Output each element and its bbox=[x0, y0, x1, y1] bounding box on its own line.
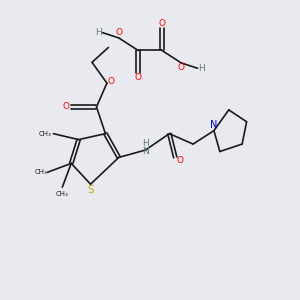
Text: N: N bbox=[210, 120, 218, 130]
Text: N: N bbox=[142, 147, 149, 156]
Text: O: O bbox=[135, 73, 142, 82]
Text: O: O bbox=[115, 28, 122, 38]
Text: O: O bbox=[63, 102, 70, 111]
Text: O: O bbox=[176, 157, 183, 166]
Text: O: O bbox=[108, 77, 115, 86]
Text: CH₃: CH₃ bbox=[39, 131, 52, 137]
Text: H: H bbox=[198, 64, 205, 74]
Text: CH₃: CH₃ bbox=[34, 169, 47, 175]
Text: O: O bbox=[178, 64, 185, 73]
Text: O: O bbox=[158, 19, 165, 28]
Text: H: H bbox=[95, 28, 102, 37]
Text: S: S bbox=[88, 185, 94, 195]
Text: CH₃: CH₃ bbox=[56, 191, 69, 197]
Text: H: H bbox=[142, 139, 149, 148]
